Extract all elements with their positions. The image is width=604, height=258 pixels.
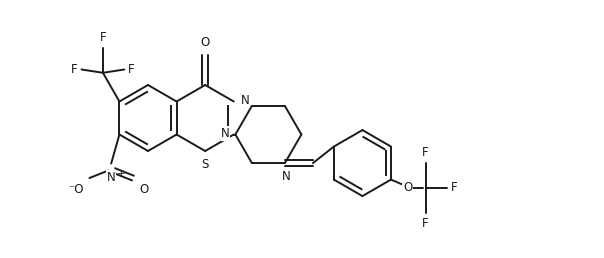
Text: F: F	[100, 31, 106, 44]
Text: ⁻O: ⁻O	[68, 183, 83, 196]
Text: F: F	[422, 146, 429, 159]
Text: N: N	[241, 94, 249, 107]
Text: S: S	[202, 158, 209, 171]
Text: F: F	[129, 63, 135, 76]
Text: N: N	[107, 171, 115, 183]
Text: N: N	[220, 127, 230, 140]
Text: F: F	[451, 181, 458, 194]
Text: O: O	[201, 36, 210, 49]
Text: F: F	[71, 63, 77, 76]
Text: F: F	[422, 216, 429, 230]
Text: O: O	[403, 181, 412, 194]
Text: +: +	[117, 168, 126, 179]
Text: O: O	[139, 183, 148, 196]
Text: N: N	[281, 170, 291, 183]
